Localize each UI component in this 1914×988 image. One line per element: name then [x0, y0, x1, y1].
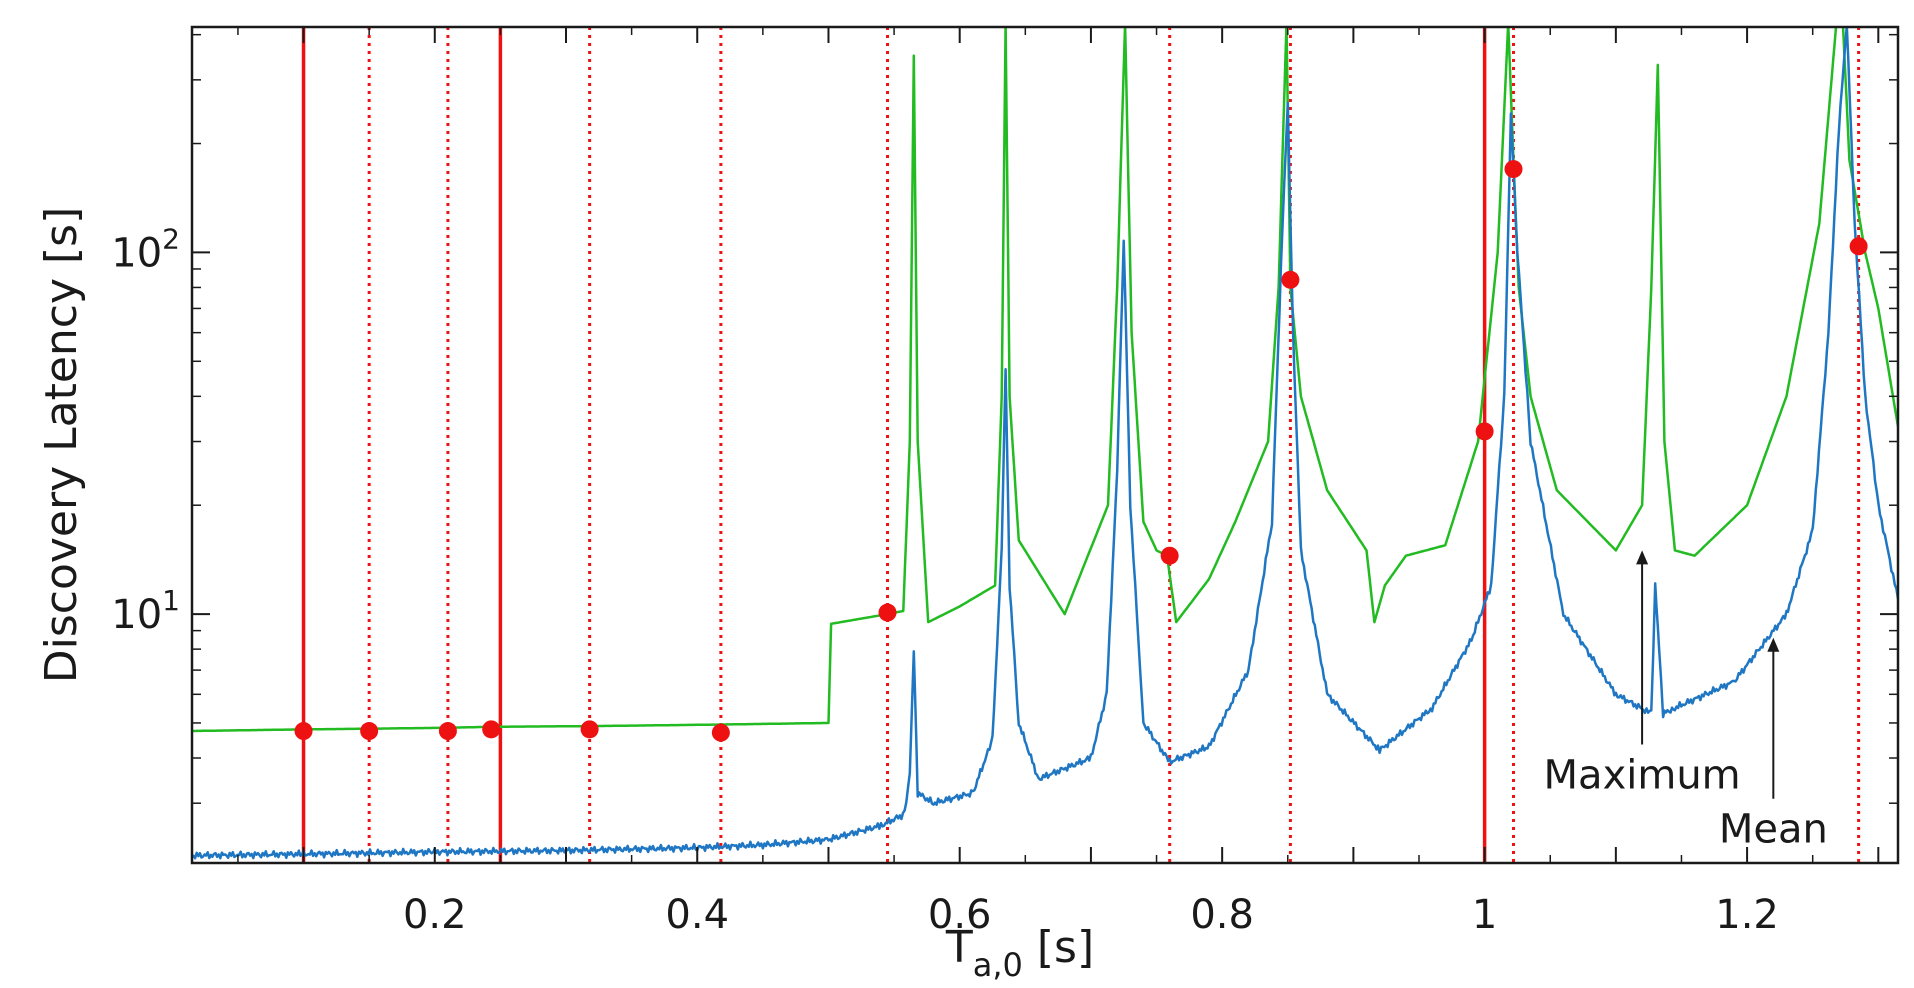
axis-ticks: 0.2 0.4 0.6 0.8 1 1.2 101 102 — [111, 27, 1898, 938]
marker-point-8 — [1281, 270, 1300, 289]
x-tick-label-4: 1 — [1472, 892, 1497, 938]
x-tick-label-5: 1.2 — [1715, 892, 1779, 938]
series-maximum — [192, 27, 1898, 733]
marker-point-7 — [1160, 546, 1179, 565]
x-tick-label-0: 0.2 — [403, 892, 467, 938]
marker-point-9 — [1475, 422, 1494, 441]
marker-point-2 — [438, 722, 457, 741]
annotation-label-0: Maximum — [1544, 753, 1741, 799]
marker-point-5 — [711, 723, 730, 742]
marker-point-3 — [482, 720, 501, 739]
annotations: Maximum Mean — [1544, 550, 1828, 853]
annotation-arrowhead-1 — [1767, 637, 1780, 652]
y-axis-title: Discovery Latency [s] — [36, 207, 87, 684]
marker-point-6 — [878, 603, 897, 622]
plot-frame — [190, 25, 1900, 865]
x-tick-label-1: 0.4 — [665, 892, 729, 938]
x-axis-title: Ta,0 [s] — [945, 922, 1094, 984]
annotation-label-1: Mean — [1719, 807, 1828, 853]
series-mean — [192, 27, 1898, 860]
marker-point-4 — [580, 720, 599, 739]
marker-point-10 — [1504, 160, 1523, 179]
y-tick-label-0: 101 — [111, 584, 180, 638]
marker-point-0 — [294, 722, 313, 741]
x-tick-label-2: 0.6 — [928, 892, 992, 938]
x-tick-label-3: 0.8 — [1190, 892, 1254, 938]
annotation-arrowhead-0 — [1636, 550, 1649, 565]
y-tick-label-1: 102 — [111, 222, 180, 276]
reference-lines — [301, 27, 1861, 863]
marker-point-11 — [1849, 237, 1868, 256]
marker-points — [294, 160, 1868, 742]
series-lines — [192, 27, 1898, 860]
marker-point-1 — [360, 722, 379, 741]
